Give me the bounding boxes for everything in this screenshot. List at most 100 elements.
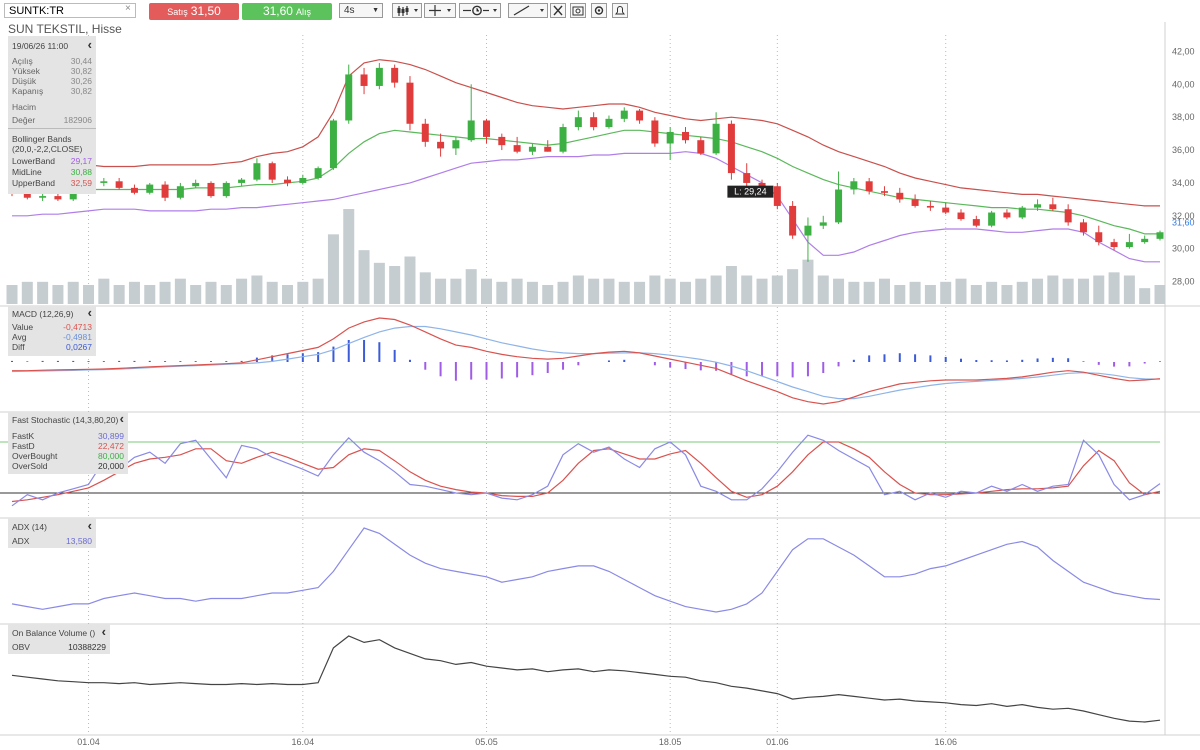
chart-type-dropdown[interactable] — [392, 3, 422, 18]
candle-body — [513, 145, 521, 152]
candle-body — [528, 146, 536, 152]
volume-bar — [37, 281, 49, 304]
chevron-left-icon[interactable]: ‹ — [87, 305, 92, 320]
volume-bar — [404, 256, 416, 304]
camera-icon — [572, 6, 584, 16]
volume-bar — [986, 281, 998, 304]
drawing-tool-dropdown[interactable] — [508, 3, 548, 18]
sell-button[interactable]: Satış 31,50 — [149, 3, 239, 20]
candle-body — [911, 199, 919, 206]
candle-body — [1125, 242, 1133, 248]
lower-band-label: LowerBand — [12, 156, 56, 166]
volume-bar — [343, 209, 355, 304]
sell-label: Satış — [167, 7, 188, 17]
adx-label: ADX — [12, 536, 30, 546]
macd-avg-label: Avg — [12, 332, 27, 342]
volume-bar — [327, 234, 339, 304]
crosshair-dropdown[interactable] — [424, 3, 456, 18]
x-tick-label: 05.05 — [475, 737, 498, 747]
candle-body — [467, 120, 475, 141]
mid-band-line — [11, 129, 1160, 235]
bollinger-params: (20,0,-2,2,CLOSE) — [12, 144, 83, 154]
candle-body — [865, 181, 873, 192]
candle-body — [988, 212, 996, 226]
volume-bar — [970, 285, 982, 304]
candle-body — [758, 182, 766, 187]
settings-button[interactable] — [591, 3, 607, 18]
price-tick-label: 34,00 — [1172, 178, 1195, 188]
candle-body — [804, 225, 812, 236]
price-tick-label: 40,00 — [1172, 79, 1195, 89]
candle-body — [115, 181, 123, 188]
candle-body — [284, 179, 292, 183]
chevron-left-icon[interactable]: ‹ — [119, 411, 124, 426]
mid-line-value: 30,88 — [70, 167, 92, 177]
oversold-label: OverSold — [12, 461, 48, 471]
candle-body — [880, 191, 888, 193]
candle-body — [437, 141, 445, 149]
candle-body — [1110, 242, 1118, 248]
volume-bar — [894, 285, 906, 304]
x-tick-label: 01.06 — [766, 737, 789, 747]
alert-button[interactable] — [612, 3, 628, 18]
period-select[interactable]: 4s ▼ — [339, 3, 383, 18]
macd-diff-value: 0,0267 — [66, 342, 92, 352]
low-marker-box — [727, 185, 774, 198]
buy-button[interactable]: 31,60 Alış — [242, 3, 332, 20]
candle-body — [1003, 212, 1011, 218]
fastk-label: FastK — [12, 431, 35, 441]
stochastic-title: Fast Stochastic (14,3,80,20) — [12, 415, 119, 425]
obv-line — [11, 635, 1161, 723]
candle-body — [360, 74, 368, 86]
volume-bar — [618, 281, 630, 304]
candle-body — [743, 173, 751, 183]
screenshot-button[interactable] — [570, 3, 586, 18]
macd-value-line — [12, 317, 1161, 405]
volume-bar — [1154, 285, 1166, 304]
ohlc-close-value: 30,82 — [70, 86, 92, 96]
candle-body — [835, 189, 843, 223]
delete-drawings-button[interactable] — [550, 3, 566, 18]
volume-bar — [190, 285, 202, 304]
clear-icon[interactable]: × — [125, 3, 131, 14]
ohlc-info-panel: 19/06/26 11:00 ‹ Açılış 30,44 Yüksek 30,… — [8, 36, 96, 194]
volume-bar — [220, 285, 232, 304]
price-tick-label: 32,00 — [1172, 211, 1195, 221]
chevron-left-icon[interactable]: ‹ — [87, 518, 92, 533]
volume-bar — [679, 281, 691, 304]
candle-body — [544, 146, 552, 152]
price-tick-label: 38,00 — [1172, 112, 1195, 122]
volume-bar — [1032, 278, 1044, 304]
candle-body — [421, 123, 429, 142]
adx-title: ADX (14) — [12, 522, 47, 532]
candlestick-icon — [397, 6, 418, 16]
volume-bar — [282, 285, 294, 304]
price-tick-label: 28,00 — [1172, 277, 1195, 287]
stochastic-info-panel: Fast Stochastic (14,3,80,20) ‹ FastK 30,… — [8, 411, 128, 474]
volume-bar — [787, 269, 799, 304]
volume-bar — [603, 278, 615, 304]
trendline-icon — [513, 5, 544, 16]
candle-body — [238, 179, 246, 183]
chevron-left-icon[interactable]: ‹ — [87, 37, 92, 52]
last-price-label: 31,60 — [1172, 217, 1195, 227]
candle-body — [1141, 238, 1149, 243]
volume-bar — [1016, 281, 1028, 304]
volume-bar — [817, 275, 829, 304]
symbol-search-input[interactable] — [4, 3, 136, 18]
obv-label: OBV — [12, 642, 30, 652]
macd-diff-label: Diff — [12, 342, 25, 352]
candle-body — [146, 184, 154, 193]
lower-band-line — [12, 151, 1160, 263]
volume-bar — [542, 285, 554, 304]
ohlc-high-value: 30,82 — [70, 66, 92, 76]
obv-title: On Balance Volume () — [12, 628, 96, 638]
volume-bar — [297, 281, 309, 304]
candle-body — [651, 120, 659, 144]
volume-bar — [496, 281, 508, 304]
macd-title: MACD (12,26,9) — [12, 309, 74, 319]
volume-bar — [863, 281, 875, 304]
indicator-dropdown[interactable] — [459, 3, 501, 18]
chevron-left-icon[interactable]: ‹ — [101, 624, 106, 639]
